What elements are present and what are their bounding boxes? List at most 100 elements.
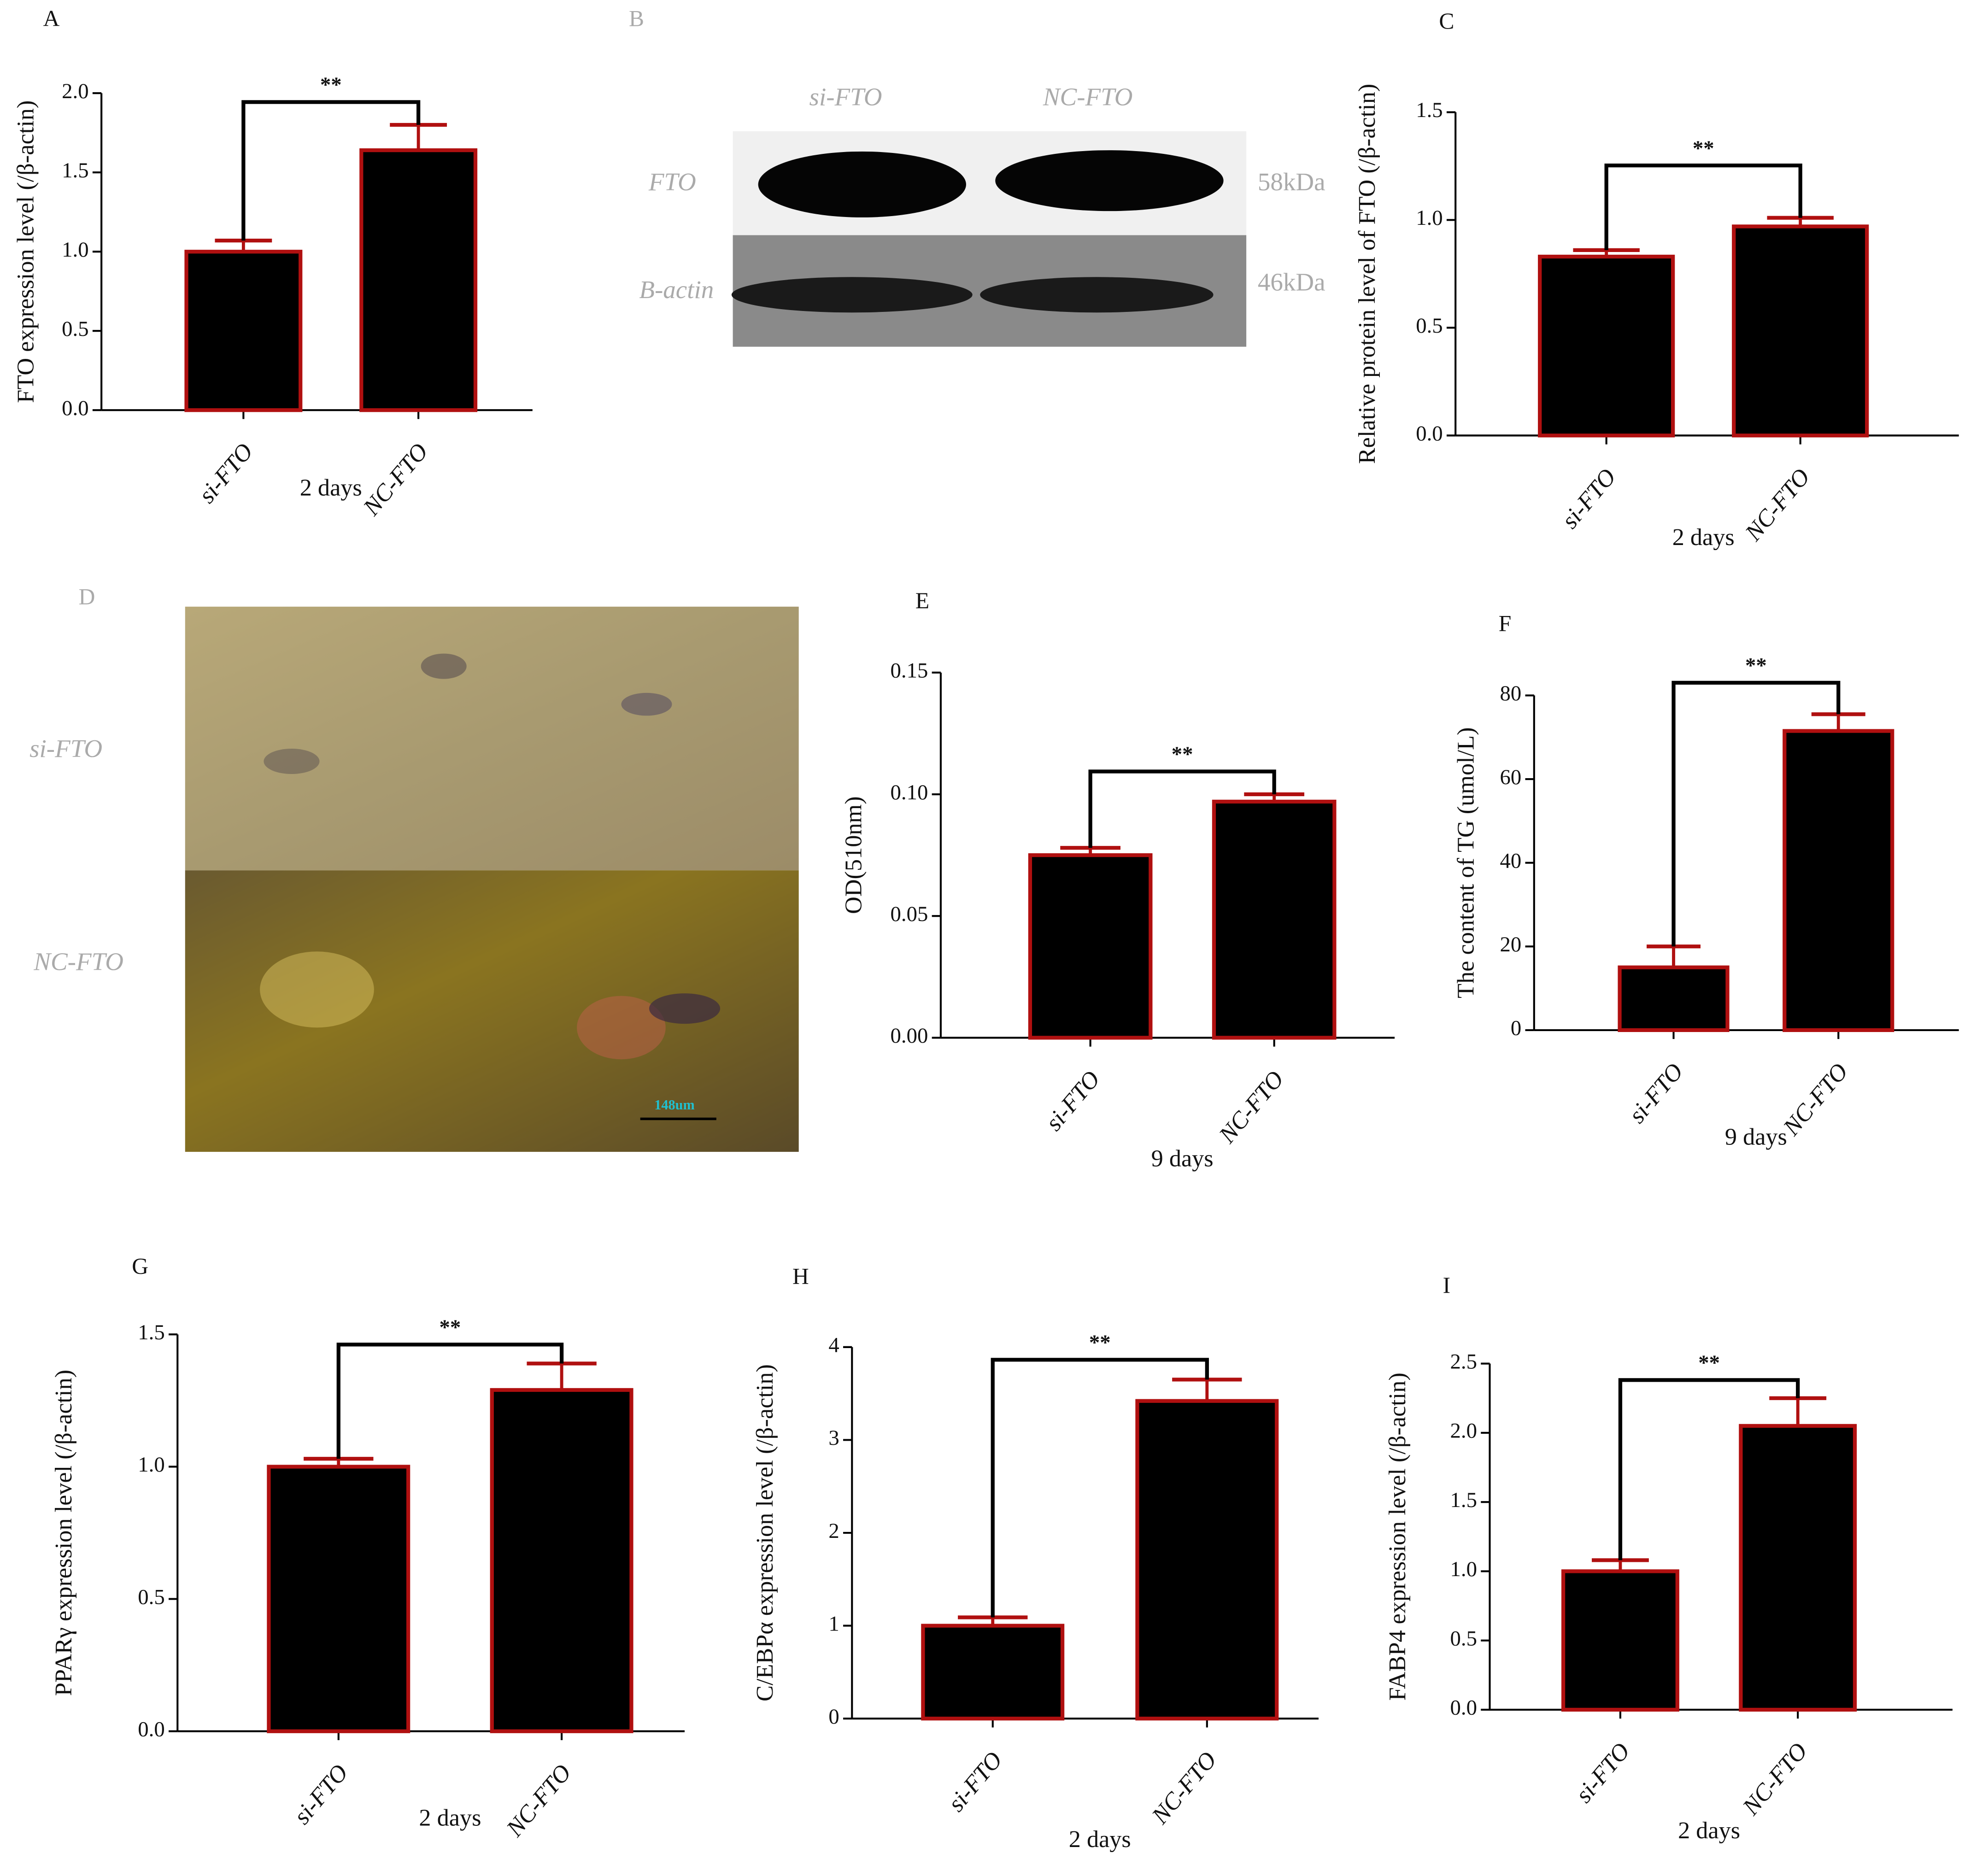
y-tick-label: 2	[828, 1519, 839, 1543]
bar	[1783, 729, 1894, 1032]
y-tick-label: 1.5	[1450, 1488, 1477, 1512]
significance-bracket	[991, 1358, 1209, 1618]
x-axis-label: 9 days	[1151, 1145, 1214, 1172]
panel-label: H	[792, 1264, 809, 1289]
y-tick-label: 0.5	[1416, 314, 1443, 338]
western-blot: B si-FTO NC-FTO FTO B-actin 58kDa 46kDa	[629, 6, 1325, 347]
y-tick-label: 1.0	[1416, 206, 1443, 230]
y-axis-label: FABP4 expression level (/β-actin)	[1384, 1372, 1411, 1701]
y-tick-label: 2.0	[1450, 1419, 1477, 1443]
y-tick-label: 3	[828, 1426, 839, 1450]
panel-label: E	[915, 588, 929, 613]
micrograph: D si-FTO NC-FTO 148um	[29, 584, 799, 1152]
significance-bracket	[336, 1343, 564, 1459]
band	[995, 150, 1224, 211]
x-tick-label: NC-FTO	[358, 438, 433, 521]
bar	[921, 1624, 1065, 1721]
x-axis-label: 9 days	[1725, 1124, 1787, 1150]
band	[731, 277, 973, 313]
significance-bracket	[1604, 163, 1802, 250]
y-tick-label: 1.5	[138, 1320, 164, 1344]
size-label: 58kDa	[1258, 168, 1325, 196]
bar	[1135, 1399, 1279, 1721]
panel-label: F	[1499, 610, 1512, 636]
bar	[184, 250, 303, 412]
y-axis-label: OD(510nm)	[840, 796, 867, 914]
y-tick-label: 1.5	[62, 158, 88, 182]
y-axis-label: C/EBPα expression level (/β-actin)	[751, 1364, 778, 1701]
y-tick-label: 1.5	[1416, 98, 1443, 122]
y-tick-label: 1.0	[1450, 1557, 1477, 1581]
x-axis-label: 2 days	[300, 475, 362, 501]
lane-label: si-FTO	[809, 83, 882, 111]
y-tick-label: 0.0	[138, 1717, 164, 1741]
y-tick-label: 60	[1500, 765, 1522, 789]
panel-label: G	[132, 1254, 148, 1279]
bar	[1739, 1424, 1857, 1712]
bar	[1028, 853, 1153, 1040]
significance: **	[1698, 1351, 1720, 1375]
image-top	[185, 606, 799, 871]
x-tick-label: si-FTO	[1556, 463, 1621, 534]
y-tick-label: 0	[828, 1705, 839, 1729]
bar	[1212, 799, 1337, 1040]
y-tick-label: 2.0	[62, 79, 88, 103]
y-tick-label: 1.0	[62, 238, 88, 262]
bar	[1732, 224, 1869, 438]
band	[758, 151, 966, 217]
y-tick-label: 0.15	[891, 659, 928, 683]
y-tick-label: 0.0	[62, 396, 88, 420]
y-tick-label: 1	[828, 1612, 839, 1636]
panel-label: D	[79, 584, 95, 610]
bar	[490, 1388, 633, 1733]
cell	[260, 951, 374, 1028]
x-axis-label: 2 days	[1672, 524, 1735, 551]
x-tick-label: NC-FTO	[1146, 1747, 1222, 1830]
band	[980, 277, 1214, 313]
significance-bracket	[1618, 1378, 1800, 1560]
bar	[359, 148, 478, 412]
significance: **	[1089, 1331, 1111, 1355]
x-tick-label: si-FTO	[1570, 1738, 1635, 1808]
panel-label: B	[629, 6, 644, 31]
cell	[649, 993, 721, 1024]
cell	[577, 996, 666, 1060]
y-tick-label: 0.0	[1416, 422, 1443, 446]
x-tick-label: NC-FTO	[1740, 463, 1815, 546]
y-tick-label: 0.5	[1450, 1626, 1477, 1650]
row-label: si-FTO	[29, 734, 102, 762]
cell	[264, 748, 320, 774]
significance-bracket	[1088, 769, 1276, 848]
y-tick-label: 0.5	[62, 317, 88, 341]
y-axis-label: PPARγ expression level (/β-actin)	[50, 1370, 77, 1696]
significance: **	[1745, 654, 1767, 678]
x-tick-label: si-FTO	[1624, 1058, 1689, 1128]
y-tick-label: 0.10	[891, 780, 928, 804]
y-axis-label: The content of TG (umol/L)	[1453, 727, 1479, 998]
y-tick-label: 0.05	[891, 902, 928, 926]
significance: **	[440, 1315, 461, 1339]
bar	[1618, 965, 1730, 1032]
panel-label: I	[1443, 1273, 1451, 1298]
x-tick-label: NC-FTO	[1214, 1066, 1289, 1149]
x-tick-label: si-FTO	[288, 1759, 353, 1829]
panel-label: C	[1439, 8, 1454, 34]
x-tick-label: si-FTO	[1040, 1066, 1105, 1136]
row-label: NC-FTO	[33, 947, 123, 975]
significance: **	[1693, 136, 1714, 160]
y-tick-label: 0.5	[138, 1585, 164, 1609]
bar	[1561, 1569, 1679, 1712]
y-tick-label: 1.0	[138, 1453, 164, 1477]
y-tick-label: 0.0	[1450, 1696, 1477, 1720]
lane-label: NC-FTO	[1043, 83, 1133, 111]
row-label: FTO	[648, 168, 696, 196]
bar	[1538, 254, 1675, 438]
significance-bracket	[241, 100, 421, 241]
y-tick-label: 0	[1511, 1016, 1521, 1040]
y-tick-label: 2.5	[1450, 1349, 1477, 1373]
row-label: B-actin	[639, 276, 714, 304]
significance: **	[1172, 742, 1193, 766]
y-tick-label: 20	[1500, 932, 1522, 956]
x-axis-label: 2 days	[1678, 1817, 1740, 1844]
